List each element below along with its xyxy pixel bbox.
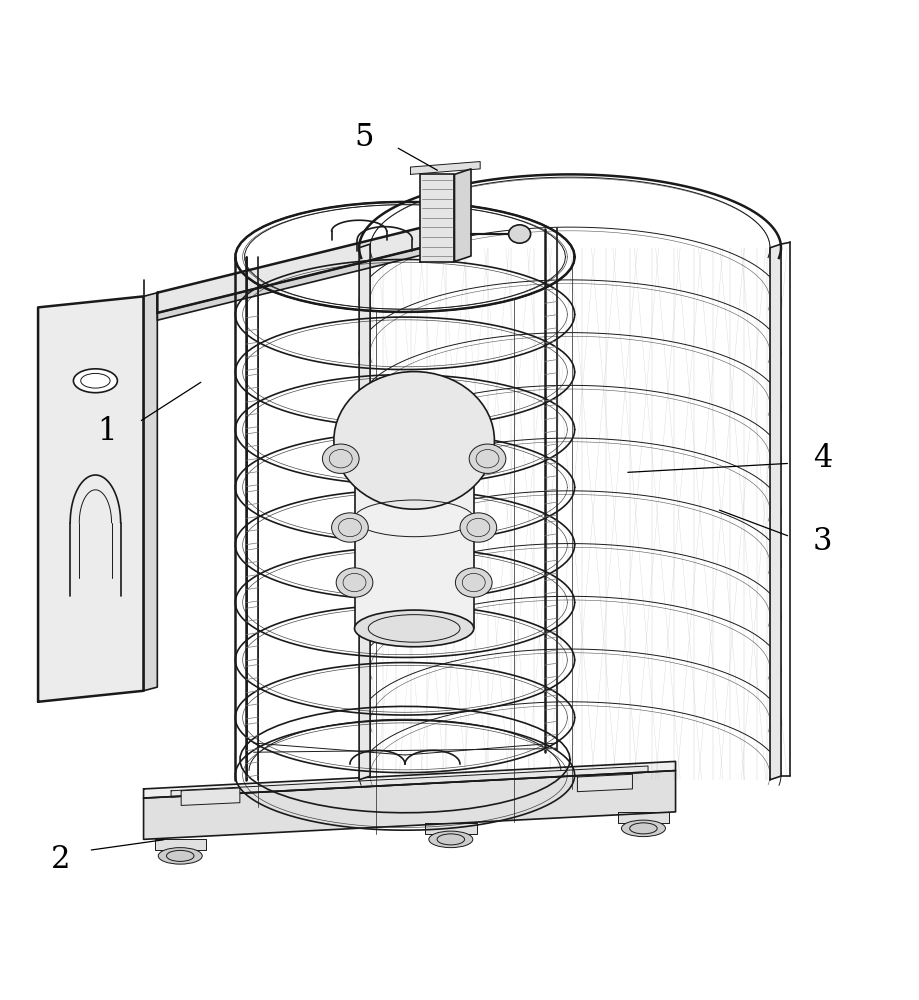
Text: 5: 5: [354, 122, 373, 153]
Text: 3: 3: [811, 526, 831, 557]
Polygon shape: [38, 296, 143, 702]
Polygon shape: [143, 771, 675, 839]
Text: 4: 4: [811, 443, 831, 474]
Polygon shape: [577, 774, 631, 792]
Polygon shape: [454, 169, 471, 262]
Polygon shape: [171, 766, 647, 797]
Polygon shape: [410, 162, 480, 174]
Polygon shape: [181, 788, 240, 805]
Ellipse shape: [469, 444, 505, 473]
Polygon shape: [425, 823, 476, 834]
Ellipse shape: [74, 369, 118, 393]
Ellipse shape: [334, 372, 494, 509]
Ellipse shape: [331, 513, 368, 542]
Ellipse shape: [322, 444, 358, 473]
Polygon shape: [143, 761, 675, 798]
Polygon shape: [154, 839, 206, 850]
Ellipse shape: [354, 422, 473, 459]
Polygon shape: [358, 244, 369, 780]
Polygon shape: [419, 174, 454, 262]
Ellipse shape: [455, 568, 492, 597]
Text: 2: 2: [51, 844, 71, 875]
Polygon shape: [354, 440, 473, 628]
Text: 1: 1: [97, 416, 117, 447]
Polygon shape: [157, 225, 432, 313]
Polygon shape: [769, 244, 780, 780]
Ellipse shape: [460, 513, 496, 542]
Polygon shape: [143, 293, 157, 691]
Ellipse shape: [158, 848, 202, 864]
Ellipse shape: [354, 610, 473, 647]
Polygon shape: [157, 245, 432, 320]
Ellipse shape: [620, 820, 664, 837]
Polygon shape: [617, 812, 668, 823]
Ellipse shape: [335, 568, 372, 597]
Ellipse shape: [508, 225, 530, 243]
Ellipse shape: [428, 831, 472, 848]
